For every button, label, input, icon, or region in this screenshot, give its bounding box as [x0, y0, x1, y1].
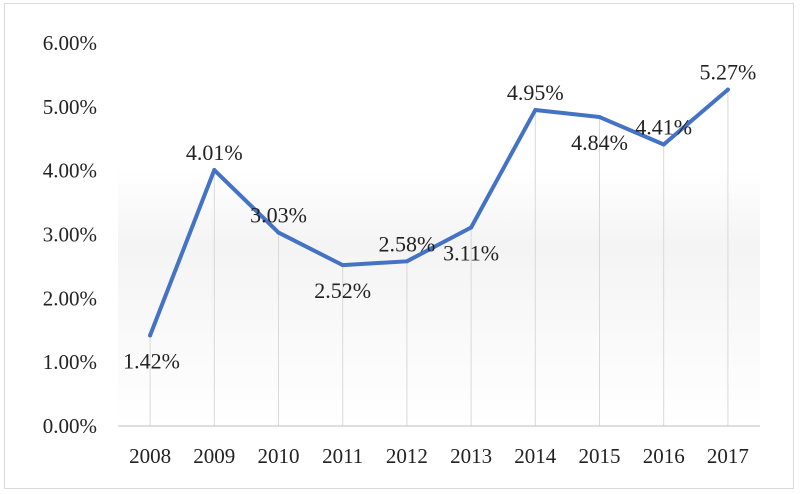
- data-point-2017: [725, 87, 730, 92]
- data-point-2016: [661, 142, 666, 147]
- series-line: [148, 87, 730, 338]
- data-label-2014: 4.95%: [507, 80, 564, 105]
- x-tick-label-2013: 2013: [450, 444, 492, 468]
- data-point-2014: [533, 108, 538, 113]
- data-label-2009: 4.01%: [186, 140, 243, 165]
- x-tick-label-2016: 2016: [643, 444, 685, 468]
- y-tick-label: 0.00%: [43, 414, 97, 438]
- y-tick-label: 6.00%: [43, 31, 97, 55]
- data-label-2012: 2.58%: [378, 231, 435, 256]
- x-tick-label-2015: 2015: [579, 444, 621, 468]
- x-tick-label-2011: 2011: [322, 444, 363, 468]
- data-label-2013: 3.11%: [443, 240, 499, 265]
- data-label-2015: 4.84%: [571, 130, 628, 155]
- data-point-2015: [597, 115, 602, 120]
- data-point-2009: [212, 168, 217, 173]
- x-tick-label-2014: 2014: [514, 444, 557, 468]
- data-point-2013: [469, 225, 474, 230]
- x-tick-label-2008: 2008: [129, 444, 171, 468]
- data-label-2010: 3.03%: [250, 203, 307, 228]
- y-tick-label: 5.00%: [43, 95, 97, 119]
- y-tick-label: 2.00%: [43, 286, 97, 310]
- plot-area: [118, 168, 760, 426]
- data-label-2008: 1.42%: [123, 348, 180, 373]
- data-point-2012: [404, 259, 409, 264]
- y-tick-label: 4.00%: [43, 159, 97, 183]
- data-point-2011: [340, 263, 345, 268]
- x-tick-label-2012: 2012: [386, 444, 428, 468]
- x-tick-label-2009: 2009: [193, 444, 235, 468]
- data-point-2010: [276, 230, 281, 235]
- y-tick-label: 3.00%: [43, 223, 97, 247]
- data-label-2017: 5.27%: [699, 60, 756, 85]
- y-tick-label: 1.00%: [43, 350, 97, 374]
- data-point-2008: [148, 333, 153, 338]
- data-label-2016: 4.41%: [635, 114, 692, 139]
- data-label-2011: 2.52%: [314, 278, 371, 303]
- x-tick-label-2010: 2010: [258, 444, 300, 468]
- x-tick-label-2017: 2017: [707, 444, 749, 468]
